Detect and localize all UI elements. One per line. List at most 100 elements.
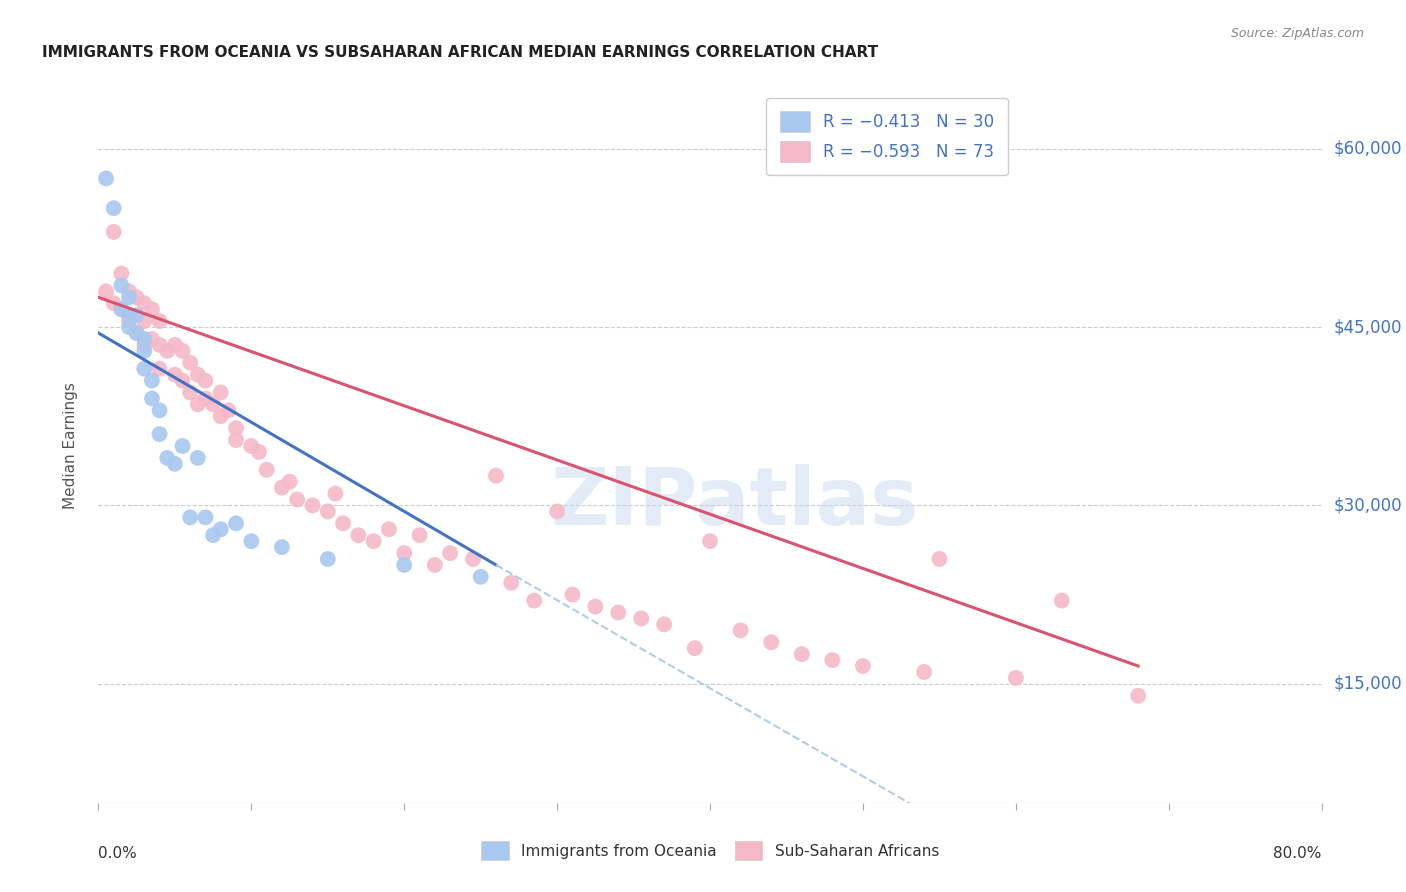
Point [439, 546, 461, 560]
Point [125, 326, 148, 340]
Point [141, 374, 163, 388]
Text: 0.0%: 0.0% [98, 846, 138, 861]
Point [149, 427, 172, 442]
Point [118, 314, 141, 328]
Point [392, 546, 416, 560]
Point [561, 588, 583, 602]
Point [179, 510, 201, 524]
Point [852, 659, 875, 673]
Point [179, 385, 201, 400]
Point [110, 302, 132, 317]
Point [134, 343, 156, 358]
Point [759, 635, 782, 649]
Point [278, 475, 301, 489]
Text: Source: ZipAtlas.com: Source: ZipAtlas.com [1230, 27, 1364, 40]
Point [316, 504, 339, 518]
Point [179, 356, 201, 370]
Point [94, 171, 117, 186]
Point [141, 392, 163, 406]
Point [110, 278, 132, 293]
Point [485, 468, 508, 483]
Point [240, 439, 263, 453]
Text: IMMIGRANTS FROM OCEANIA VS SUBSAHARAN AFRICAN MEDIAN EARNINGS CORRELATION CHART: IMMIGRANTS FROM OCEANIA VS SUBSAHARAN AF… [42, 45, 879, 60]
Point [125, 326, 148, 340]
Point [378, 522, 401, 536]
Point [225, 516, 247, 531]
Point [118, 285, 141, 299]
Point [546, 504, 568, 518]
Point [461, 552, 484, 566]
Point [1128, 689, 1150, 703]
Point [821, 653, 844, 667]
Point [523, 593, 546, 607]
Point [247, 445, 270, 459]
Point [202, 397, 225, 411]
Point [240, 534, 263, 549]
Point [172, 343, 194, 358]
Point [423, 558, 446, 572]
Point [163, 368, 186, 382]
Point [209, 522, 232, 536]
Point [928, 552, 950, 566]
Text: $45,000: $45,000 [1334, 318, 1402, 336]
Point [225, 421, 247, 435]
Point [699, 534, 721, 549]
Point [325, 486, 347, 500]
Point [187, 397, 209, 411]
Text: 80.0%: 80.0% [1274, 846, 1322, 861]
Point [118, 308, 141, 322]
Point [607, 606, 630, 620]
Text: $30,000: $30,000 [1334, 497, 1403, 515]
Point [94, 285, 117, 299]
Point [217, 403, 239, 417]
Point [501, 575, 523, 590]
Text: $60,000: $60,000 [1334, 140, 1402, 158]
Text: ZIPatlas: ZIPatlas [550, 464, 918, 542]
Point [103, 296, 125, 310]
Point [392, 558, 416, 572]
Point [125, 308, 148, 322]
Point [363, 534, 385, 549]
Point [285, 492, 308, 507]
Point [149, 314, 172, 328]
Point [209, 409, 232, 424]
Point [134, 296, 156, 310]
Point [172, 439, 194, 453]
Point [149, 361, 172, 376]
Point [118, 290, 141, 304]
Point [118, 320, 141, 334]
Point [187, 368, 209, 382]
Point [103, 225, 125, 239]
Point [125, 290, 148, 304]
Point [683, 641, 706, 656]
Point [332, 516, 354, 531]
Point [134, 361, 156, 376]
Text: $15,000: $15,000 [1334, 675, 1403, 693]
Point [301, 499, 323, 513]
Point [149, 338, 172, 352]
Point [209, 385, 232, 400]
Point [225, 433, 247, 447]
Point [470, 570, 492, 584]
Point [172, 374, 194, 388]
Point [652, 617, 675, 632]
Y-axis label: Median Earnings: Median Earnings [63, 383, 77, 509]
Point [202, 528, 225, 542]
Point [630, 611, 652, 625]
Point [156, 450, 179, 465]
Point [194, 374, 217, 388]
Point [270, 481, 292, 495]
Legend: Immigrants from Oceania, Sub-Saharan Africans: Immigrants from Oceania, Sub-Saharan Afr… [475, 835, 945, 866]
Point [134, 338, 156, 352]
Point [270, 540, 292, 554]
Point [156, 343, 179, 358]
Point [141, 302, 163, 317]
Point [187, 450, 209, 465]
Point [134, 314, 156, 328]
Point [790, 647, 813, 661]
Point [110, 267, 132, 281]
Point [194, 392, 217, 406]
Point [163, 457, 186, 471]
Point [408, 528, 430, 542]
Point [141, 332, 163, 346]
